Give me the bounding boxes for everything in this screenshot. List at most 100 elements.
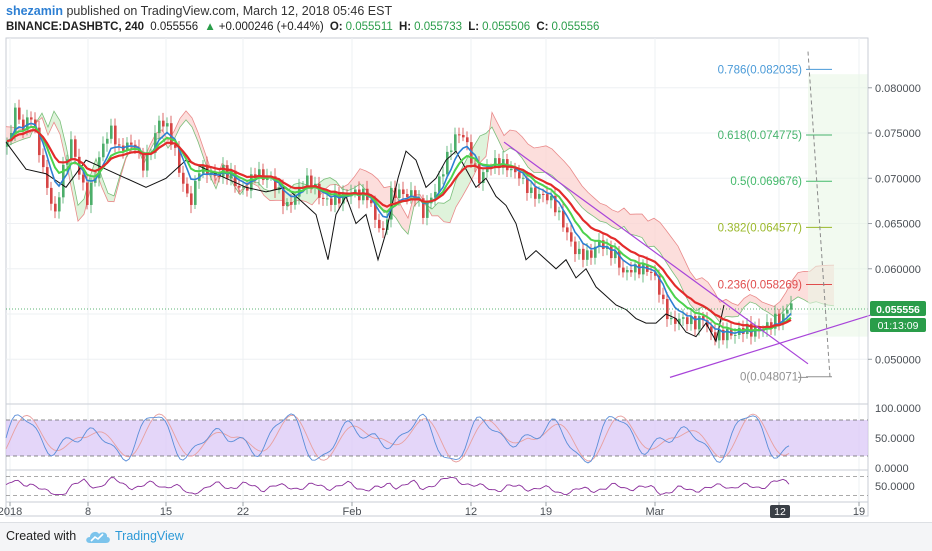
cloud-segment <box>306 184 312 205</box>
high-label: H: <box>398 21 412 33</box>
candle <box>334 191 337 205</box>
brand-link[interactable]: TradingView <box>115 529 184 543</box>
fib-level-label: 0.786(0.082035) <box>718 64 803 76</box>
price-series <box>5 99 868 349</box>
candle <box>330 198 333 205</box>
candle <box>486 167 489 173</box>
fib-trend-line[interactable] <box>807 51 831 378</box>
cloud-segment <box>324 177 330 191</box>
channel-upper-line[interactable] <box>503 141 809 365</box>
cloud-segment <box>258 182 264 196</box>
cloud-segment <box>198 132 204 160</box>
candle <box>698 316 701 330</box>
candle <box>702 316 705 321</box>
candle <box>682 317 685 319</box>
candle <box>382 228 385 231</box>
candle <box>570 232 573 242</box>
candle <box>514 168 517 173</box>
time-left-label: 01:13:09 <box>878 320 919 332</box>
candle <box>662 294 665 300</box>
candle <box>734 334 737 336</box>
x-tick-label: 19 <box>853 506 865 518</box>
time-axis[interactable]: 201881522Feb1219Mar121912 <box>0 502 865 518</box>
candle <box>414 190 417 200</box>
created-with-text: Created with <box>6 529 77 543</box>
candle <box>54 203 57 212</box>
candle <box>718 329 721 341</box>
candle <box>538 193 541 199</box>
candle <box>614 250 617 259</box>
cloud-segment <box>540 145 546 173</box>
cloud-segment <box>174 118 180 140</box>
candle <box>630 269 633 273</box>
candle <box>466 137 469 143</box>
channel-lower-line[interactable] <box>669 313 875 378</box>
cloud-segment <box>360 168 366 191</box>
low-label: L: <box>468 21 480 33</box>
ema-red-line <box>6 129 792 329</box>
cloud-segment <box>408 195 414 235</box>
x-tick-label: 2018 <box>0 506 22 518</box>
cloud-segment <box>576 176 582 208</box>
candle <box>598 240 601 247</box>
candle <box>118 144 121 146</box>
candle <box>374 203 377 220</box>
candle <box>458 134 461 136</box>
candle <box>170 123 173 145</box>
candle <box>582 248 585 260</box>
candle <box>190 193 193 205</box>
y-tick-label: 0.075000 <box>875 128 921 140</box>
candle <box>554 195 557 213</box>
cloud-segment <box>708 282 714 315</box>
candle <box>610 246 613 259</box>
footer: Created with TradingView <box>0 522 932 551</box>
cloud-segment <box>552 148 558 182</box>
cloud-segment <box>348 177 354 191</box>
cloud-projection <box>808 74 868 337</box>
cloud-segment <box>726 299 732 317</box>
candle <box>686 317 689 325</box>
fibonacci-retracement[interactable]: 0.786(0.082035) 0.618(0.074775) 0.5(0.0696… <box>718 51 832 384</box>
stoch-band <box>6 420 868 456</box>
candle <box>578 248 581 255</box>
open-label: O: <box>329 21 343 33</box>
candle <box>166 123 169 127</box>
candle <box>594 246 597 258</box>
candle <box>510 168 513 171</box>
cloud-segment <box>180 110 186 128</box>
price-tag-label: 0.055556 <box>876 304 920 316</box>
cloud-segment <box>606 205 612 227</box>
high-value: 0.055733 <box>414 21 463 33</box>
author-link[interactable]: shezamin <box>6 4 63 18</box>
candle <box>546 194 549 201</box>
candle <box>518 172 521 179</box>
price-axis[interactable]: 0.080000 0.075000 0.070000 0.065000 0.060000… <box>867 38 926 516</box>
candle <box>406 194 409 198</box>
price-chart[interactable]: 0.786(0.082035) 0.618(0.074775) 0.5(0.0696… <box>0 0 932 522</box>
candle <box>602 240 605 249</box>
candle <box>282 187 285 207</box>
stoch-d-line <box>5 413 790 463</box>
cloud-segment <box>582 185 588 213</box>
candle <box>354 189 357 193</box>
candle <box>714 332 717 341</box>
candle <box>642 264 645 275</box>
candle <box>422 198 425 218</box>
candle <box>102 143 105 158</box>
candle <box>650 271 653 273</box>
candle <box>678 318 681 324</box>
candle <box>654 272 657 276</box>
trend-channel[interactable] <box>503 141 875 378</box>
x-tick-label: 22 <box>237 506 249 518</box>
cloud-segment <box>660 222 666 262</box>
tradingview-cloud-icon[interactable] <box>84 528 112 546</box>
candle <box>306 175 309 187</box>
cloud-segment <box>498 124 504 153</box>
candle <box>622 267 625 273</box>
candle <box>74 139 77 157</box>
price-tag[interactable] <box>870 300 926 316</box>
cloud-segment <box>402 207 408 235</box>
cloud-segment <box>354 168 360 189</box>
candle <box>98 157 101 179</box>
candle <box>310 175 313 188</box>
